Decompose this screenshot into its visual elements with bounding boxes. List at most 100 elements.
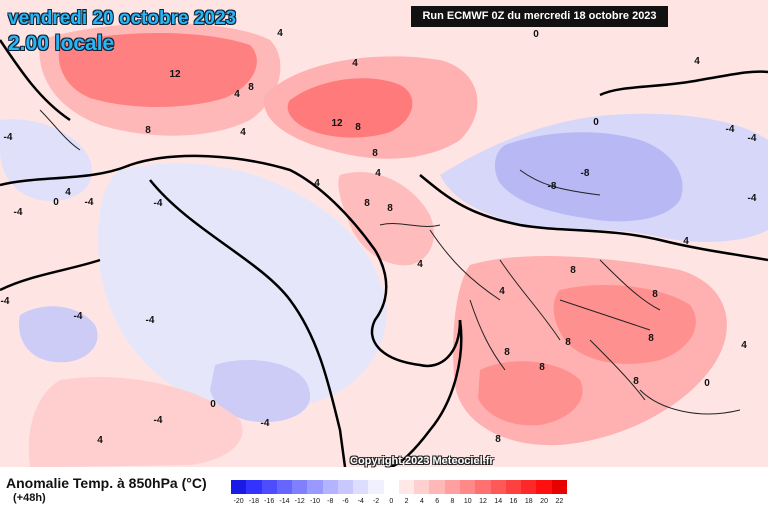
- scale-label: 4: [419, 498, 424, 505]
- scale-label: 10: [463, 498, 472, 505]
- scale-label: 2: [404, 498, 409, 505]
- scale-swatch: [322, 480, 338, 494]
- map-date-title: vendredi 20 octobre 2023: [8, 8, 237, 29]
- scale-swatch: [459, 480, 476, 494]
- map-label: 8: [495, 434, 501, 445]
- scale-swatch: [261, 480, 277, 494]
- scale-swatch: [551, 480, 567, 494]
- map-label: 8: [145, 125, 151, 136]
- map-label: 8: [565, 337, 571, 348]
- scale-label: -4: [357, 498, 364, 505]
- scale-label: -6: [342, 498, 349, 505]
- scale-swatch: [353, 480, 369, 494]
- map-label: 0: [53, 197, 59, 208]
- scale-label: 0: [389, 498, 394, 505]
- map-label: 8: [539, 362, 545, 373]
- map-label: -4: [14, 207, 23, 218]
- scale-label: -20: [233, 498, 244, 505]
- map-label: 8: [372, 148, 378, 159]
- scale-swatch: [521, 480, 537, 494]
- anomaly-map: 12 4 8 4 0 4 12 4 8 8 4 -4 4 -4 -4 0 -4 …: [0, 0, 768, 467]
- map-label: -4: [261, 418, 270, 429]
- scale-swatch: [429, 480, 445, 494]
- map-label: 8: [355, 122, 361, 133]
- scale-label: -18: [248, 498, 259, 505]
- map-label: 4: [741, 340, 747, 351]
- map-label: -4: [85, 197, 94, 208]
- map-label: -4: [748, 193, 757, 204]
- map-label: 0: [210, 399, 216, 410]
- scale-label: 20: [540, 498, 548, 505]
- color-scale-labels: -20 -18 -16 -14 -12 -10 -8 -6 -4 -2 0 2 4 6 8 10 12 14 16 1…: [231, 498, 567, 508]
- map-label: -4: [74, 311, 83, 322]
- map-label: 8: [570, 265, 576, 276]
- scale-label: -12: [294, 498, 305, 505]
- scale-label: 6: [435, 498, 440, 505]
- legend-title: Anomalie Temp. à 850hPa (°C): [6, 475, 207, 491]
- scale-label: 14: [494, 498, 503, 505]
- map-label: 4: [277, 28, 283, 39]
- map-label: 8: [648, 333, 654, 344]
- scale-label: -2: [372, 498, 380, 505]
- scale-swatch: [276, 480, 293, 494]
- map-label: 4: [240, 127, 246, 138]
- scale-swatch: [490, 480, 506, 494]
- scale-swatch: [383, 480, 399, 494]
- map-label: 4: [314, 178, 320, 189]
- scale-label: 18: [524, 498, 533, 505]
- scale-swatch: [307, 480, 323, 494]
- scale-label: -16: [264, 498, 275, 505]
- map-label: -4: [748, 133, 757, 144]
- scale-swatch: [337, 480, 354, 494]
- map-label: 8: [652, 289, 658, 300]
- scale-swatch: [475, 480, 491, 494]
- map-label: -4: [154, 198, 163, 209]
- scale-swatch: [414, 480, 430, 494]
- map-label: 4: [352, 58, 358, 69]
- map-label: -4: [4, 132, 13, 143]
- color-scale: [231, 480, 567, 494]
- map-label: -8: [548, 181, 557, 192]
- map-label: 4: [417, 259, 423, 270]
- scale-swatch: [444, 480, 460, 494]
- scale-swatch: [231, 480, 247, 494]
- scale-swatch: [292, 480, 308, 494]
- copyright-text: Copyright 2023 Meteociel.fr: [350, 455, 494, 467]
- legend-subtitle: (+48h): [13, 492, 46, 504]
- map-label: -4: [146, 315, 155, 326]
- map-label: -8: [581, 168, 590, 179]
- map-label: -4: [726, 124, 735, 135]
- map-label: 8: [364, 198, 370, 209]
- map-label: 4: [65, 187, 71, 198]
- map-label: 12: [169, 69, 181, 80]
- map-label: 4: [499, 286, 505, 297]
- map-label: 4: [97, 435, 103, 446]
- map-label: 8: [504, 347, 510, 358]
- scale-swatch: [505, 480, 522, 494]
- scale-label: 12: [479, 498, 487, 505]
- scale-label: 8: [450, 498, 455, 505]
- map-label: 4: [234, 89, 240, 100]
- map-label: 0: [593, 117, 599, 128]
- map-time-title: 2.00 locale: [8, 32, 115, 55]
- scale-swatch: [536, 480, 552, 494]
- map-label: -4: [154, 415, 163, 426]
- scale-swatch: [368, 480, 384, 494]
- map-label: 12: [331, 118, 343, 129]
- map-label: 4: [683, 236, 689, 247]
- map-label: 8: [387, 203, 393, 214]
- map-label: 8: [248, 82, 254, 93]
- map-label: -4: [1, 296, 10, 307]
- map-label: 4: [694, 56, 700, 67]
- run-info-box: Run ECMWF 0Z du mercredi 18 octobre 2023: [411, 6, 668, 27]
- scale-label: 22: [555, 498, 564, 505]
- scale-swatch: [398, 480, 415, 494]
- scale-label: -14: [279, 498, 290, 505]
- scale-label: -10: [309, 498, 321, 505]
- map-label: 0: [533, 29, 539, 40]
- map-label: 8: [633, 376, 639, 387]
- map-label: 0: [704, 378, 710, 389]
- scale-label: 16: [509, 498, 518, 505]
- scale-label: -8: [327, 498, 334, 505]
- scale-swatch: [246, 480, 262, 494]
